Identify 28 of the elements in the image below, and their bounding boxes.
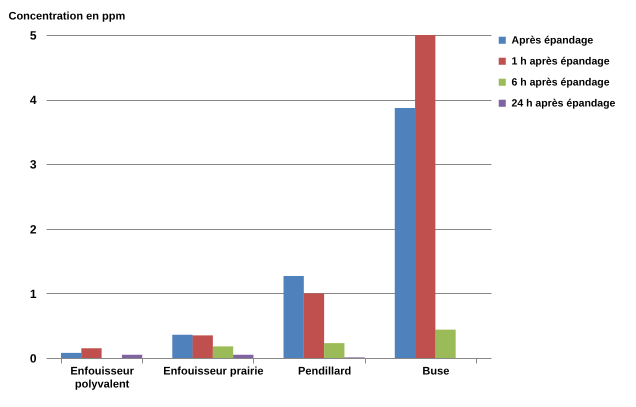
y-axis-title: Concentration en ppm — [8, 10, 126, 22]
x-tick-label: Buse — [422, 366, 450, 378]
bar — [172, 334, 193, 358]
y-tick-label: 5 — [30, 28, 37, 42]
y-tick-label: 1 — [30, 286, 37, 301]
legend-label: 24 h après épandage — [512, 97, 616, 110]
legend-label: Après épandage — [512, 34, 594, 46]
bar — [304, 293, 324, 358]
y-tick-label: 3 — [30, 158, 37, 172]
y-tick-label: 4 — [30, 93, 37, 108]
bar — [324, 343, 344, 358]
bar — [61, 352, 82, 358]
bar — [394, 108, 416, 358]
bar — [192, 335, 213, 358]
y-tick-label: 2 — [30, 222, 37, 236]
x-tick-label: Pendillard — [298, 366, 352, 378]
bar — [233, 354, 254, 358]
bar — [415, 35, 436, 358]
bar — [212, 346, 234, 358]
bar — [284, 276, 304, 358]
bar — [122, 354, 142, 358]
bar — [81, 348, 102, 358]
legend-label: 6 h après épandage — [512, 76, 610, 88]
x-tick-label: Enfouisseur prairie — [163, 366, 264, 378]
x-tick-label: Enfouisseur polyvalent — [70, 366, 135, 390]
bar — [435, 330, 456, 358]
y-tick-label: 0 — [30, 352, 37, 366]
legend-label: 1 h après épandage — [512, 55, 610, 68]
